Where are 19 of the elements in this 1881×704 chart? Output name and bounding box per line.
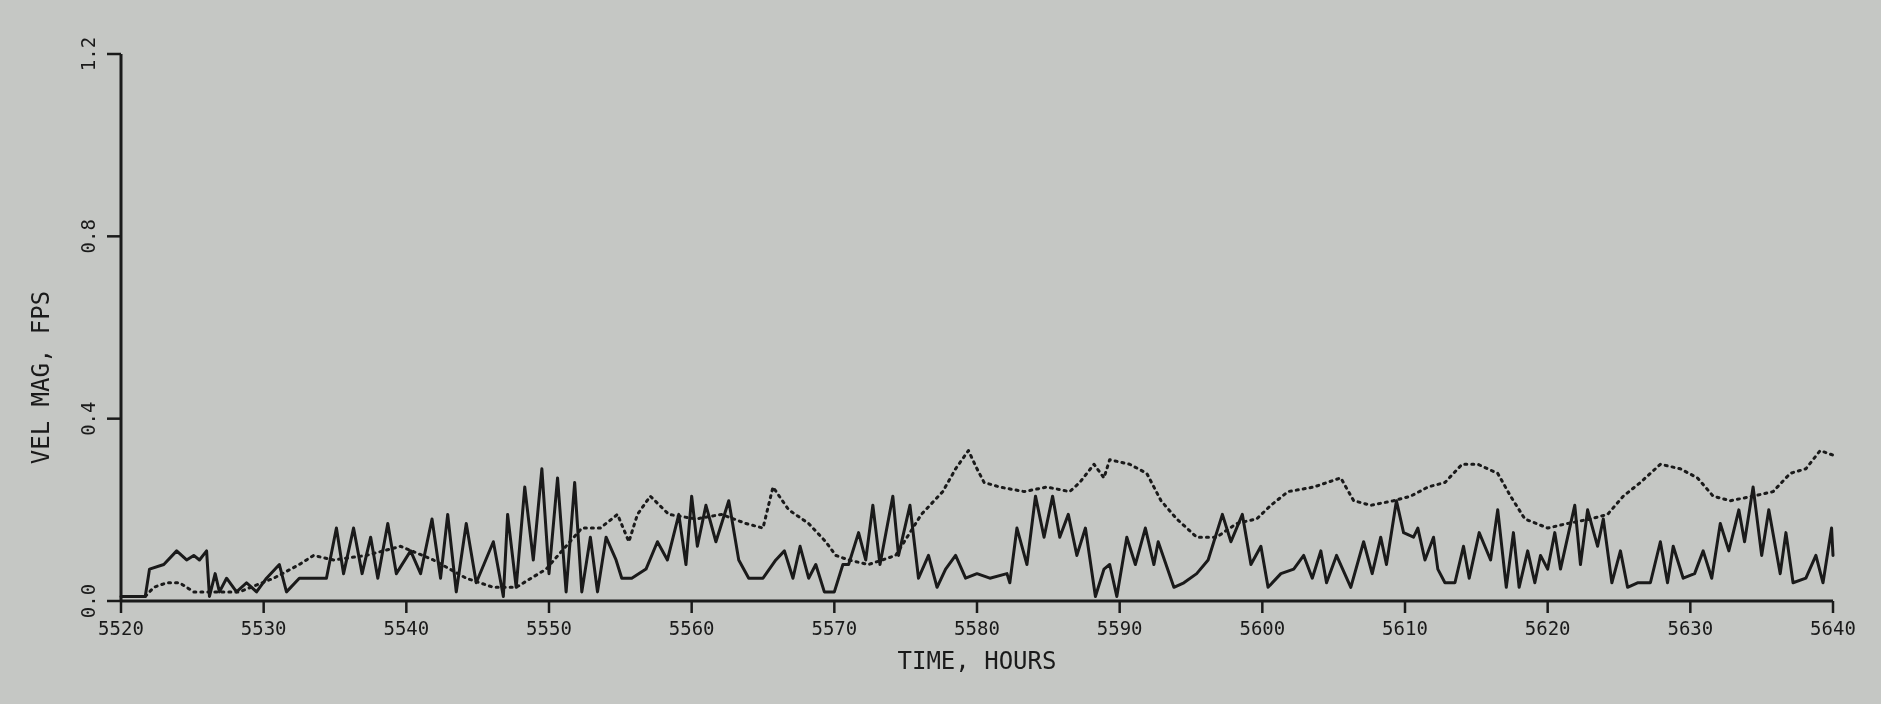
y-axis-title: VEL MAG, FPS	[27, 290, 55, 465]
x-tick-label: 5620	[1524, 617, 1571, 639]
y-tick-label: 0.8	[77, 219, 99, 254]
y-tick-label: 1.2	[77, 36, 99, 72]
y-tick-label: 0.4	[77, 401, 99, 436]
x-tick-label: 5560	[668, 617, 715, 639]
x-tick-label: 5630	[1667, 617, 1714, 639]
x-tick-label: 5610	[1382, 617, 1428, 639]
x-tick-label: 5600	[1239, 617, 1286, 639]
x-tick-label: 5530	[240, 617, 287, 639]
x-tick-label: 5570	[811, 617, 858, 639]
y-tick-label: 0.0	[77, 583, 99, 619]
x-tick-label: 5550	[526, 617, 572, 639]
x-tick-label: 5640	[1810, 617, 1856, 639]
x-axis-title: TIME, HOURS	[897, 647, 1057, 675]
x-tick-label: 5580	[954, 617, 1000, 639]
x-tick-label: 5520	[98, 617, 144, 639]
x-tick-label: 5590	[1096, 617, 1143, 639]
x-tick-label: 5540	[383, 617, 430, 639]
